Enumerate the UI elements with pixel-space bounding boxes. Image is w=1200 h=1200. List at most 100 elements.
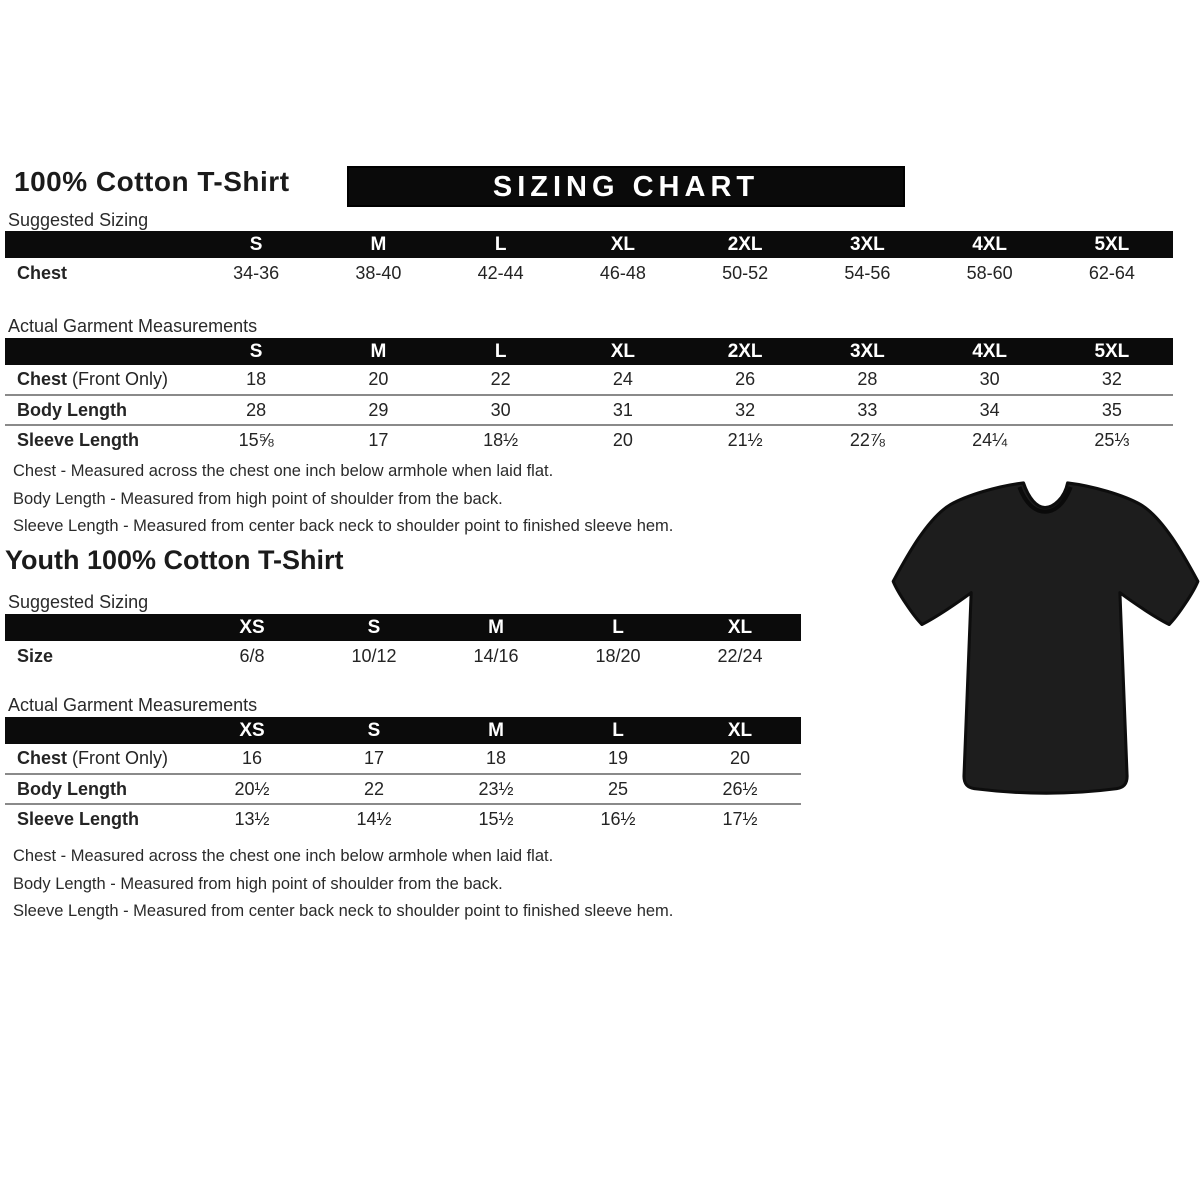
cell: 35 <box>1101 399 1122 420</box>
cell: 54-56 <box>844 262 891 283</box>
header-spacer <box>5 614 191 641</box>
table-row-body-length: Body Length 20½ 22 23½ 25 26½ <box>5 774 801 804</box>
col-header: 5XL <box>1094 340 1130 362</box>
cell: 28 <box>246 399 267 420</box>
cell: 25 <box>607 778 629 799</box>
cell: 31 <box>612 399 633 420</box>
page-title: 100% Cotton T-Shirt <box>14 166 290 197</box>
cell: 18/20 <box>595 645 641 666</box>
cell: 42-44 <box>477 262 524 283</box>
youth-section-title: Youth 100% Cotton T-Shirt <box>5 545 344 575</box>
col-header: 4XL <box>972 340 1008 362</box>
cell: 25⅓ <box>1094 430 1130 450</box>
cell: 13½ <box>234 809 270 829</box>
col-header: S <box>249 233 263 255</box>
table-header-row: S M L XL 2XL 3XL 4XL 5XL <box>5 231 1173 258</box>
col-header: XL <box>727 719 753 741</box>
cell: 24 <box>612 369 633 389</box>
col-header: 3XL <box>849 233 885 255</box>
adult-suggested-sizing-table: S M L XL 2XL 3XL 4XL 5XL Chest 34-36 38-… <box>5 231 1173 288</box>
cell: 15⅝ <box>238 430 274 450</box>
table-row-chest: Chest (Front Only) 18 20 22 24 26 28 30 … <box>5 365 1173 395</box>
col-header: M <box>488 719 504 741</box>
cell: 30 <box>490 399 511 420</box>
row-label: Chest <box>17 262 68 283</box>
col-header: S <box>367 719 381 741</box>
note-sleeve-length: Sleeve Length - Measured from center bac… <box>13 902 674 920</box>
row-label: Body Length <box>17 778 127 799</box>
cell: 18 <box>246 369 267 389</box>
table-row-sleeve-length: Sleeve Length 13½ 14½ 15½ 16½ 17½ <box>5 804 801 834</box>
table-header-row: XS S M L XL <box>5 614 801 641</box>
row-label: Chest (Front Only) <box>17 369 169 389</box>
cell: 62-64 <box>1088 262 1135 283</box>
cell: 22/24 <box>717 645 763 666</box>
cell: 17½ <box>722 809 758 829</box>
table-row-chest: Chest (Front Only) 16 17 18 19 20 <box>5 744 801 774</box>
col-header: M <box>370 233 387 255</box>
col-header: 2XL <box>727 340 763 362</box>
cell: 46-48 <box>599 262 646 283</box>
cell: 29 <box>368 399 389 420</box>
note-chest: Chest - Measured across the chest one in… <box>13 847 554 865</box>
col-header: 2XL <box>727 233 763 255</box>
col-header: M <box>488 616 504 638</box>
cell: 16½ <box>600 809 636 829</box>
col-header: L <box>612 719 624 741</box>
cell: 15½ <box>478 809 514 829</box>
cell: 38-40 <box>355 262 402 283</box>
adult-suggested-sizing-label: Suggested Sizing <box>8 210 149 230</box>
cell: 32 <box>1101 369 1122 389</box>
header-spacer <box>5 717 191 744</box>
cell: 18 <box>485 748 507 768</box>
sizing-chart-banner: SIZING CHART <box>347 166 905 207</box>
row-label: Sleeve Length <box>17 430 140 450</box>
note-sleeve-length: Sleeve Length - Measured from center bac… <box>13 517 674 535</box>
table-header-row: XS S M L XL <box>5 717 801 744</box>
col-header: L <box>494 340 507 362</box>
header-spacer <box>5 338 195 365</box>
table-row: Chest 34-36 38-40 42-44 46-48 50-52 54-5… <box>5 258 1173 288</box>
cell: 14/16 <box>473 645 519 666</box>
cell: 6/8 <box>239 645 265 666</box>
table-row-sleeve-length: Sleeve Length 15⅝ 17 18½ 20 21½ 22⅞ 24¼ … <box>5 425 1173 455</box>
col-header: L <box>494 233 507 255</box>
cell: 24¼ <box>972 430 1008 450</box>
youth-suggested-sizing-label: Suggested Sizing <box>8 592 149 612</box>
youth-measurement-notes: Chest - Measured across the chest one in… <box>13 843 673 926</box>
cell: 10/12 <box>351 645 397 666</box>
col-header: XL <box>610 233 636 255</box>
table-row-body-length: Body Length 28 29 30 31 32 33 34 35 <box>5 395 1173 425</box>
adult-measurement-notes: Chest - Measured across the chest one in… <box>13 458 673 541</box>
col-header: L <box>612 616 624 638</box>
cell: 26½ <box>722 778 758 799</box>
youth-actual-measurements-table: XS S M L XL Chest (Front Only) 16 17 18 … <box>5 717 801 834</box>
cell: 32 <box>735 399 756 420</box>
col-header: XL <box>727 616 753 638</box>
cell: 34 <box>979 399 1000 420</box>
col-header: XS <box>239 719 265 741</box>
cell: 23½ <box>478 778 514 799</box>
cell: 34-36 <box>233 262 280 283</box>
cell: 28 <box>857 369 878 389</box>
col-header: S <box>367 616 381 638</box>
cell: 30 <box>979 369 1000 389</box>
cell: 16 <box>241 748 263 768</box>
col-header: 5XL <box>1094 233 1130 255</box>
cell: 22 <box>363 778 385 799</box>
cell: 20 <box>612 430 633 450</box>
cell: 33 <box>857 399 878 420</box>
cell: 19 <box>607 748 629 768</box>
cell: 22⅞ <box>849 430 885 450</box>
cell: 18½ <box>483 430 519 450</box>
col-header: 4XL <box>972 233 1008 255</box>
col-header: XS <box>239 616 265 638</box>
adult-actual-measurements-label: Actual Garment Measurements <box>8 316 258 336</box>
youth-actual-measurements-label: Actual Garment Measurements <box>8 695 258 715</box>
header-spacer <box>5 231 195 258</box>
black-tshirt-image <box>885 470 1200 820</box>
col-header: M <box>370 340 387 362</box>
cell: 17 <box>363 748 385 768</box>
col-header: 3XL <box>849 340 885 362</box>
